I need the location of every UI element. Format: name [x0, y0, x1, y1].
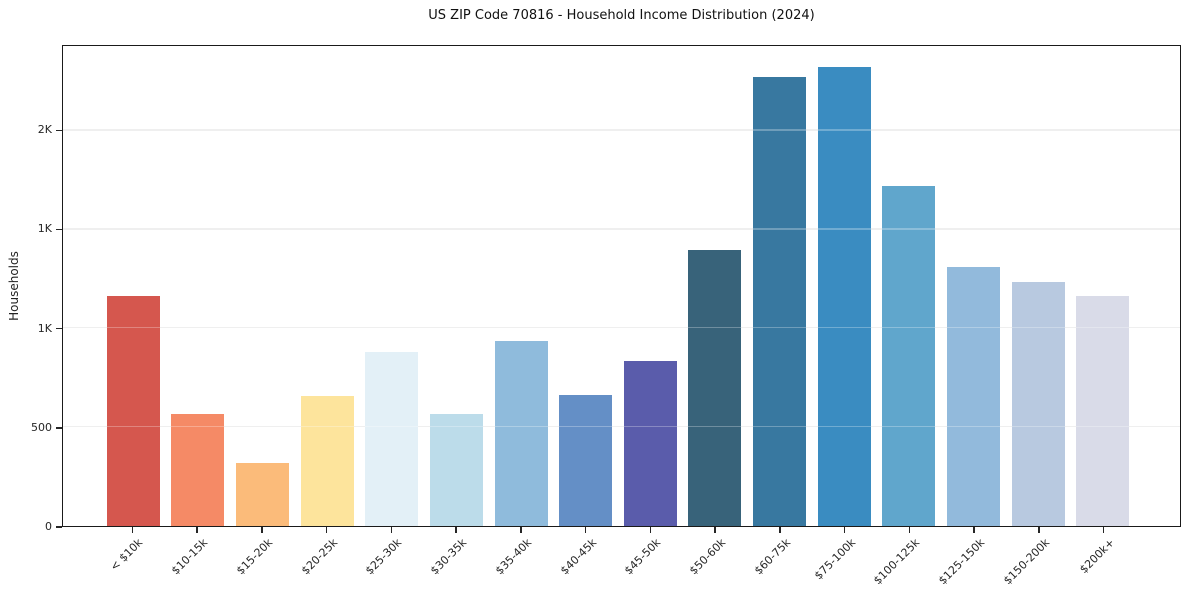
y-tick-mark [56, 129, 62, 132]
bar-column [101, 46, 166, 526]
x-tick-mark [584, 527, 587, 533]
bar-column [295, 46, 360, 526]
bar [688, 249, 742, 526]
bar [300, 396, 354, 526]
bar-column [230, 46, 295, 526]
bar [171, 414, 225, 526]
y-tick-label: 1K [37, 321, 52, 335]
x-tick-mark [196, 527, 198, 533]
y-tick-mark [56, 427, 62, 429]
y-tick-label: 2K [37, 123, 52, 137]
bar-column [941, 46, 1006, 526]
x-tick-mark [455, 527, 457, 533]
plot-area [62, 45, 1181, 527]
y-tick-label: 1K [37, 222, 52, 236]
bar-column [683, 46, 748, 526]
x-tick-mark [843, 527, 846, 533]
bar-column [424, 46, 489, 526]
x-tick-mark [1102, 527, 1105, 533]
x-tick-mark [520, 527, 522, 533]
y-tick-mark [56, 526, 62, 528]
bar [559, 395, 613, 526]
y-tick-mark [56, 327, 62, 330]
bar [946, 266, 1000, 526]
bar [817, 67, 871, 526]
x-tick-mark [1038, 527, 1040, 533]
bar-column [489, 46, 554, 526]
x-tick-mark [325, 527, 328, 533]
y-tick-mark [56, 228, 62, 231]
bar [106, 295, 160, 526]
y-tick-label: 0 [45, 520, 52, 533]
x-tick-mark [390, 527, 393, 533]
x-tick-mark [973, 527, 975, 533]
x-tick-mark [649, 527, 652, 533]
bar-column [166, 46, 231, 526]
y-axis-label: Households [7, 251, 21, 321]
y-tick-label: 500 [31, 420, 52, 434]
bar [753, 77, 807, 526]
bar [236, 463, 290, 526]
bars-layer [63, 46, 1180, 526]
x-tick-mark [131, 527, 134, 533]
x-tick-label: < $10k [108, 536, 146, 574]
bar [1011, 281, 1065, 526]
bar [882, 185, 936, 526]
chart-title: US ZIP Code 70816 - Household Income Dis… [428, 8, 815, 23]
bar-column [1006, 46, 1071, 526]
bar-column [812, 46, 877, 526]
bar [494, 340, 548, 526]
bar-column [618, 46, 683, 526]
bar [429, 414, 483, 526]
bar-column [747, 46, 812, 526]
x-tick-mark [908, 527, 911, 533]
bar [623, 361, 677, 526]
bar-column [360, 46, 425, 526]
bar [1076, 296, 1130, 526]
bar-column [877, 46, 942, 526]
x-tick-mark [714, 527, 716, 533]
x-tick-mark [779, 527, 781, 533]
x-tick-mark [261, 527, 263, 533]
bar [365, 352, 419, 526]
bar-column [553, 46, 618, 526]
bar-column [1070, 46, 1135, 526]
